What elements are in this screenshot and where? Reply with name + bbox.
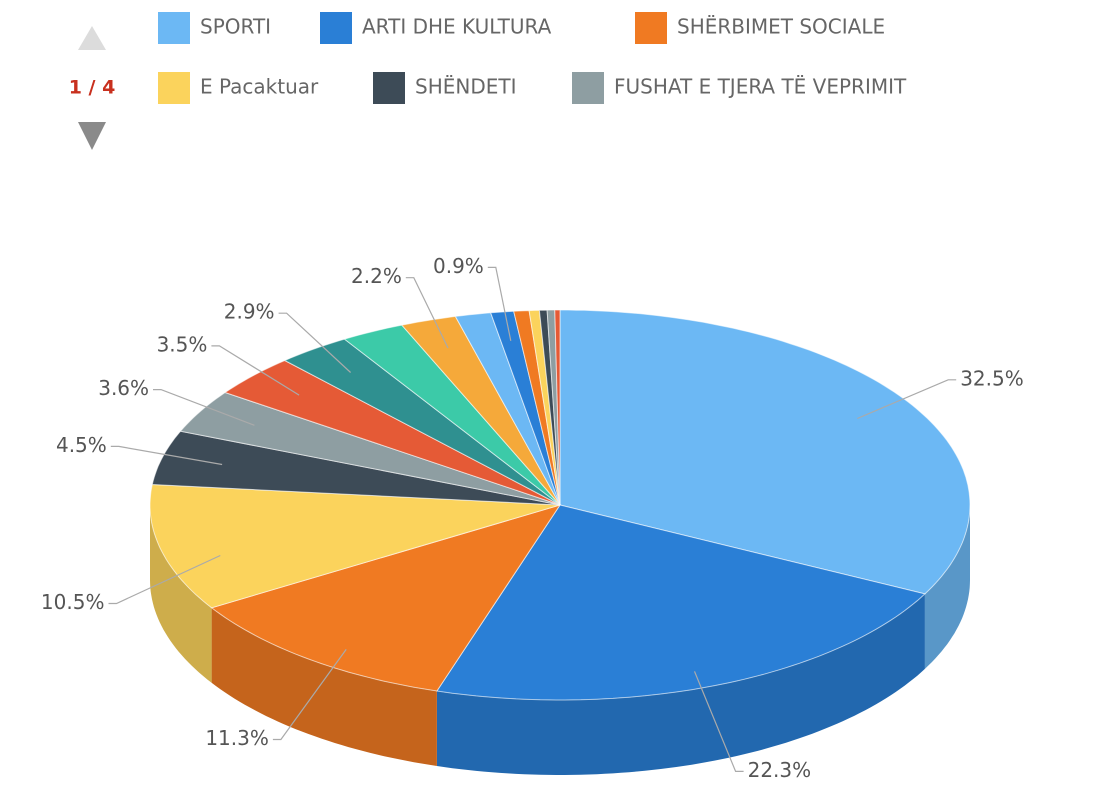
legend-swatch[interactable] bbox=[158, 12, 190, 44]
data-label: 2.9% bbox=[224, 300, 275, 324]
data-label: 10.5% bbox=[41, 590, 105, 614]
slice bbox=[343, 324, 561, 506]
legend-swatch[interactable] bbox=[320, 12, 352, 44]
slice-side bbox=[924, 505, 970, 669]
leader-line bbox=[108, 554, 221, 605]
slice bbox=[554, 309, 561, 506]
leader-line bbox=[272, 649, 347, 741]
legend-label: SHËNDETI bbox=[415, 75, 516, 99]
slice bbox=[223, 359, 561, 506]
slice bbox=[559, 309, 971, 595]
legend-next-arrow[interactable] bbox=[78, 122, 106, 150]
legend-label: SPORTI bbox=[200, 15, 271, 39]
pie-tops bbox=[149, 309, 971, 701]
leader-line bbox=[487, 266, 512, 342]
data-label: 4.5% bbox=[56, 433, 107, 457]
leader-line bbox=[693, 671, 744, 772]
leader-line bbox=[153, 389, 255, 426]
legend-page: 1 / 4 bbox=[69, 77, 116, 99]
data-label: 22.3% bbox=[748, 758, 812, 782]
legend-swatch[interactable] bbox=[572, 72, 604, 104]
slice bbox=[400, 315, 561, 506]
slice bbox=[151, 430, 561, 506]
slice bbox=[454, 312, 561, 506]
slice bbox=[436, 504, 926, 701]
legend-label: ARTI DHE KULTURA bbox=[362, 15, 552, 39]
leader-line bbox=[211, 345, 300, 396]
slice-side bbox=[436, 593, 925, 775]
slice bbox=[210, 504, 562, 692]
slice-side bbox=[211, 607, 437, 766]
leader-line bbox=[405, 277, 449, 349]
slice bbox=[179, 391, 561, 506]
slice bbox=[283, 338, 561, 506]
legend-prev-arrow[interactable] bbox=[78, 26, 106, 50]
legend-label: SHËRBIMET SOCIALE bbox=[677, 15, 885, 39]
legend-swatch[interactable] bbox=[158, 72, 190, 104]
data-label: 0.9% bbox=[433, 254, 484, 278]
legend: SPORTI ARTI DHE KULTURA SHËRBIMET SOCIALE E… bbox=[158, 12, 907, 104]
legend-label: FUSHAT E TJERA TË VEPRIMIT bbox=[614, 75, 907, 99]
leader-line bbox=[278, 312, 352, 373]
leader-line bbox=[110, 445, 223, 466]
data-label: 32.5% bbox=[960, 366, 1024, 390]
data-label: 2.2% bbox=[351, 264, 402, 288]
pie-walls bbox=[150, 505, 970, 775]
data-label: 11.3% bbox=[205, 726, 269, 750]
pie-labels: 32.5% 22.3% 11.3% 10.5% 4.5% 3.6% 3.5% 2.9% 2.2%… bbox=[41, 254, 1024, 782]
slice bbox=[149, 483, 561, 609]
legend-swatch[interactable] bbox=[373, 72, 405, 104]
legend-label: E Pacaktuar bbox=[200, 75, 319, 99]
leader-line bbox=[857, 379, 957, 420]
slice-side bbox=[150, 505, 212, 683]
data-label: 3.5% bbox=[157, 332, 208, 356]
legend-swatch[interactable] bbox=[635, 12, 667, 44]
data-label: 3.6% bbox=[98, 376, 149, 400]
